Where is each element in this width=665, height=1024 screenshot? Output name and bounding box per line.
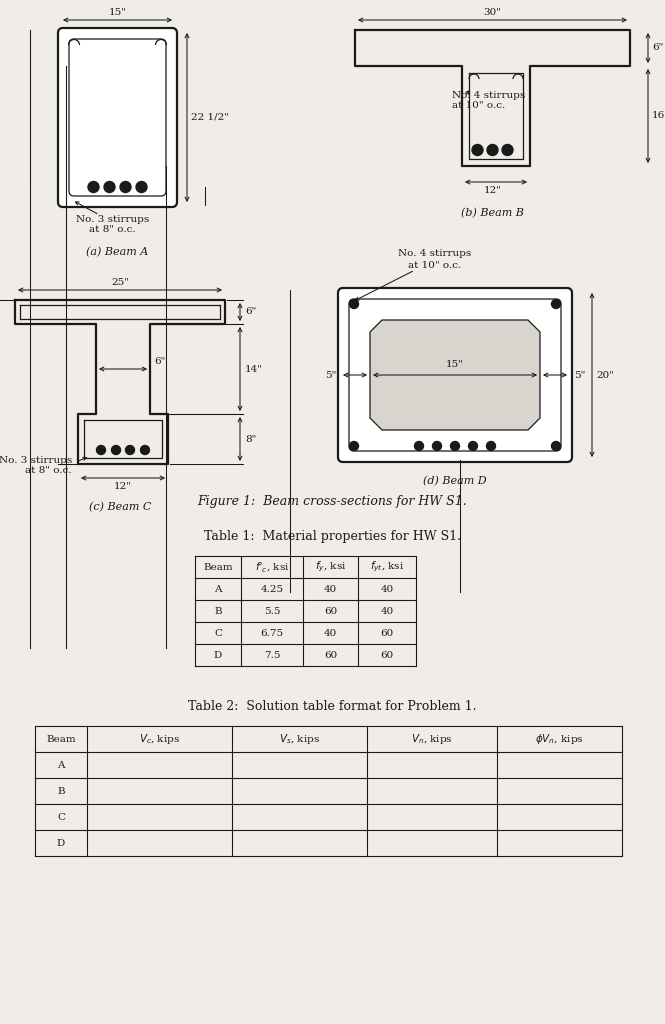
Text: 40: 40 — [380, 585, 394, 594]
Circle shape — [469, 441, 477, 451]
Circle shape — [136, 181, 147, 193]
Circle shape — [350, 441, 358, 451]
Text: No. 3 stirrups: No. 3 stirrups — [0, 456, 72, 465]
Text: $f_{yt}$, ksi: $f_{yt}$, ksi — [370, 560, 404, 574]
Text: at 8" o.c.: at 8" o.c. — [89, 225, 136, 234]
Circle shape — [350, 299, 358, 308]
Text: Beam: Beam — [46, 734, 76, 743]
Circle shape — [432, 441, 442, 451]
Text: Table 2:  Solution table format for Problem 1.: Table 2: Solution table format for Probl… — [188, 700, 476, 713]
Text: 16.5": 16.5" — [652, 112, 665, 121]
Text: A: A — [214, 585, 221, 594]
Text: C: C — [57, 812, 65, 821]
Circle shape — [88, 181, 99, 193]
Text: 40: 40 — [380, 606, 394, 615]
Text: 40: 40 — [324, 629, 337, 638]
Text: 22 1/2": 22 1/2" — [191, 113, 229, 122]
Text: Beam: Beam — [203, 562, 233, 571]
FancyBboxPatch shape — [69, 39, 166, 196]
Text: 4.25: 4.25 — [261, 585, 283, 594]
Text: $f_y$, ksi: $f_y$, ksi — [315, 560, 346, 574]
Text: at 10" o.c.: at 10" o.c. — [452, 101, 506, 110]
Text: 60: 60 — [380, 650, 394, 659]
Text: $f'_c$, ksi: $f'_c$, ksi — [255, 560, 289, 574]
Polygon shape — [370, 319, 540, 430]
Text: 5.5: 5.5 — [264, 606, 280, 615]
Circle shape — [112, 445, 120, 455]
Text: $\phi V_n$, kips: $\phi V_n$, kips — [535, 732, 584, 746]
Text: B: B — [214, 606, 222, 615]
FancyBboxPatch shape — [338, 288, 572, 462]
Text: 15": 15" — [446, 360, 464, 369]
Text: A: A — [57, 761, 65, 769]
Text: 14": 14" — [245, 365, 263, 374]
Text: Table 1:  Material properties for HW S1.: Table 1: Material properties for HW S1. — [203, 530, 460, 543]
Text: 5": 5" — [325, 371, 336, 380]
Text: 7.5: 7.5 — [264, 650, 280, 659]
Text: 30": 30" — [483, 8, 501, 17]
Text: (b) Beam B: (b) Beam B — [461, 208, 524, 218]
Text: No. 4 stirrups: No. 4 stirrups — [398, 249, 471, 258]
Text: (c) Beam C: (c) Beam C — [89, 502, 151, 512]
Text: 6": 6" — [154, 357, 166, 366]
Text: $V_n$, kips: $V_n$, kips — [411, 732, 453, 746]
Text: 6": 6" — [652, 43, 664, 52]
FancyBboxPatch shape — [58, 28, 177, 207]
Circle shape — [450, 441, 460, 451]
Circle shape — [487, 441, 495, 451]
Circle shape — [551, 441, 561, 451]
Text: No. 3 stirrups: No. 3 stirrups — [76, 215, 149, 224]
Text: $V_s$, kips: $V_s$, kips — [279, 732, 320, 746]
Circle shape — [472, 144, 483, 156]
Circle shape — [96, 445, 106, 455]
Text: 5": 5" — [574, 371, 585, 380]
Text: 8": 8" — [245, 434, 257, 443]
Circle shape — [104, 181, 115, 193]
Text: 6.75: 6.75 — [261, 629, 283, 638]
Circle shape — [502, 144, 513, 156]
Text: 6": 6" — [245, 307, 257, 316]
Text: 60: 60 — [380, 629, 394, 638]
Text: 40: 40 — [324, 585, 337, 594]
Circle shape — [414, 441, 424, 451]
Circle shape — [120, 181, 131, 193]
Text: 12": 12" — [483, 186, 501, 195]
Text: D: D — [57, 839, 65, 848]
Text: (d) Beam D: (d) Beam D — [423, 476, 487, 486]
Circle shape — [126, 445, 134, 455]
Text: B: B — [57, 786, 65, 796]
Text: 60: 60 — [324, 606, 337, 615]
Text: 60: 60 — [324, 650, 337, 659]
Text: No. 4 stirrups: No. 4 stirrups — [452, 91, 526, 100]
Text: at 10" o.c.: at 10" o.c. — [408, 261, 462, 270]
Circle shape — [487, 144, 498, 156]
Text: Figure 1:  Beam cross-sections for HW S1.: Figure 1: Beam cross-sections for HW S1. — [197, 495, 467, 508]
Text: 15": 15" — [108, 8, 126, 17]
Text: 25": 25" — [111, 278, 129, 287]
Text: C: C — [214, 629, 222, 638]
Circle shape — [551, 299, 561, 308]
Text: D: D — [214, 650, 222, 659]
Circle shape — [140, 445, 150, 455]
Text: 12": 12" — [114, 482, 132, 490]
Text: $V_c$, kips: $V_c$, kips — [139, 732, 180, 746]
Text: at 8" o.c.: at 8" o.c. — [25, 466, 72, 475]
Text: (a) Beam A: (a) Beam A — [86, 247, 148, 257]
Text: 20": 20" — [596, 371, 614, 380]
